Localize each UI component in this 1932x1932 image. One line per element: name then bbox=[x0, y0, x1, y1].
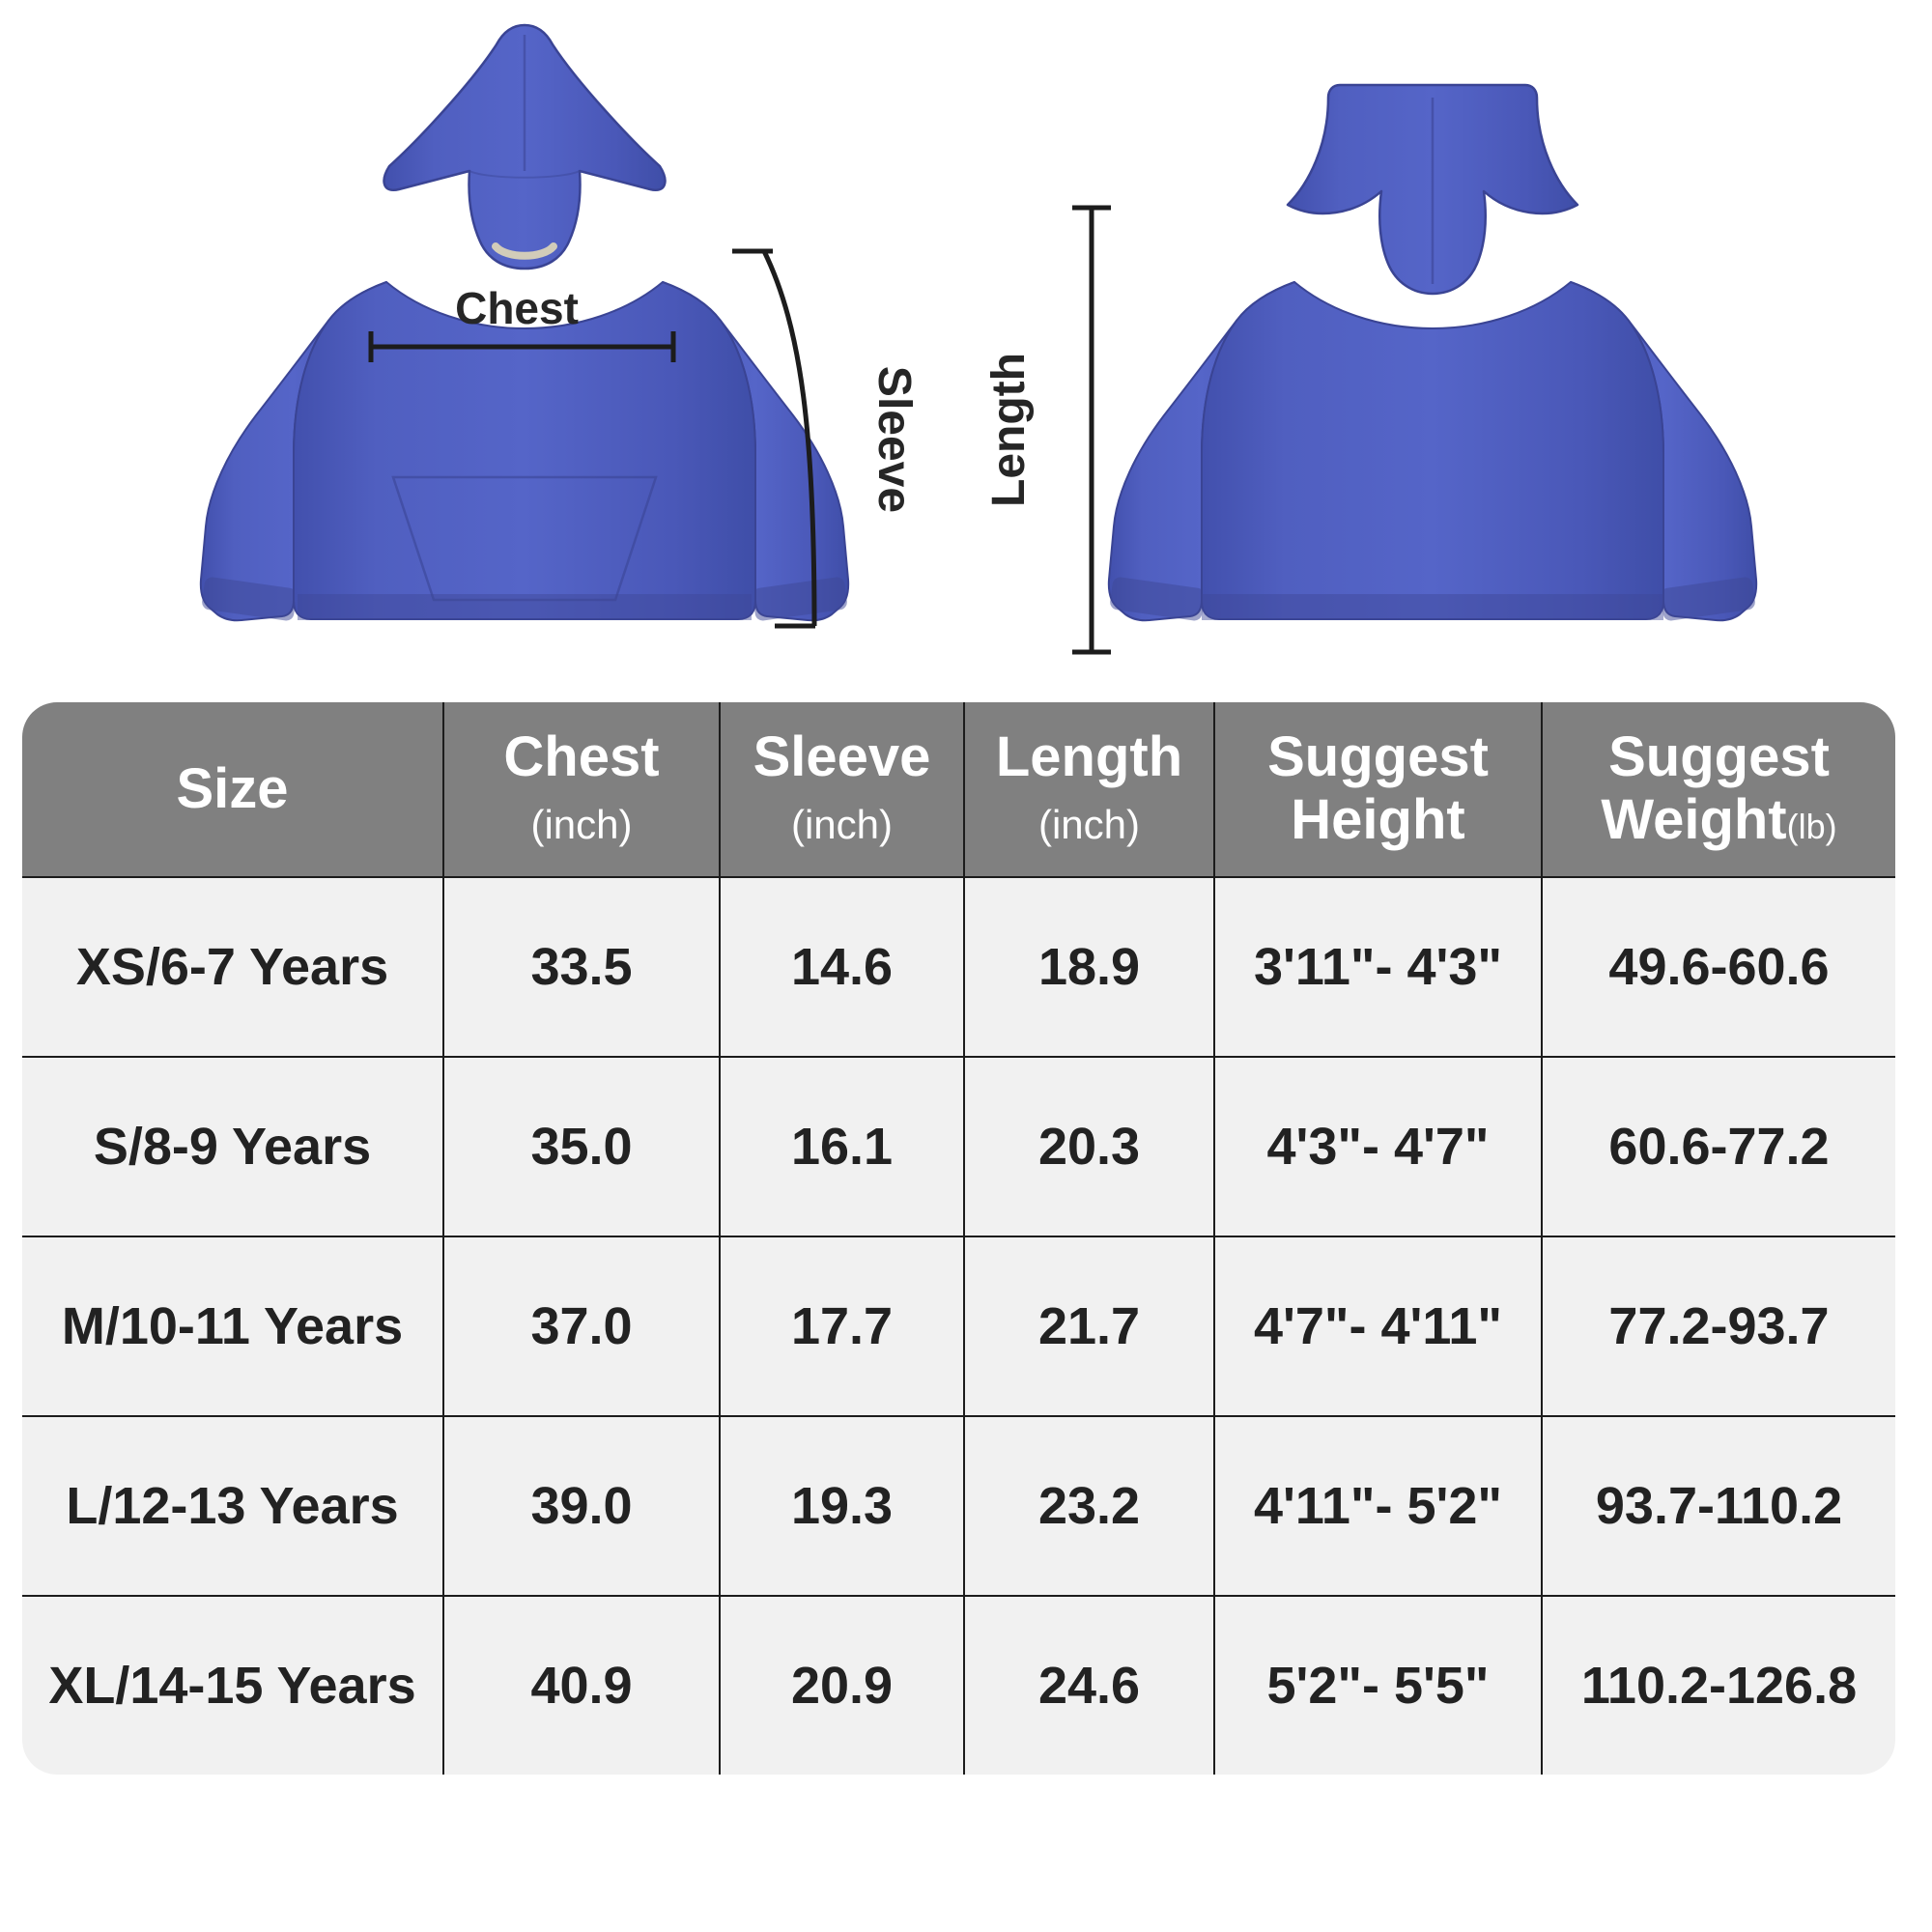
svg-text:Chest: Chest bbox=[455, 283, 579, 333]
svg-text:Length: Length bbox=[983, 353, 1035, 507]
svg-text:Sleeve: Sleeve bbox=[868, 366, 920, 513]
